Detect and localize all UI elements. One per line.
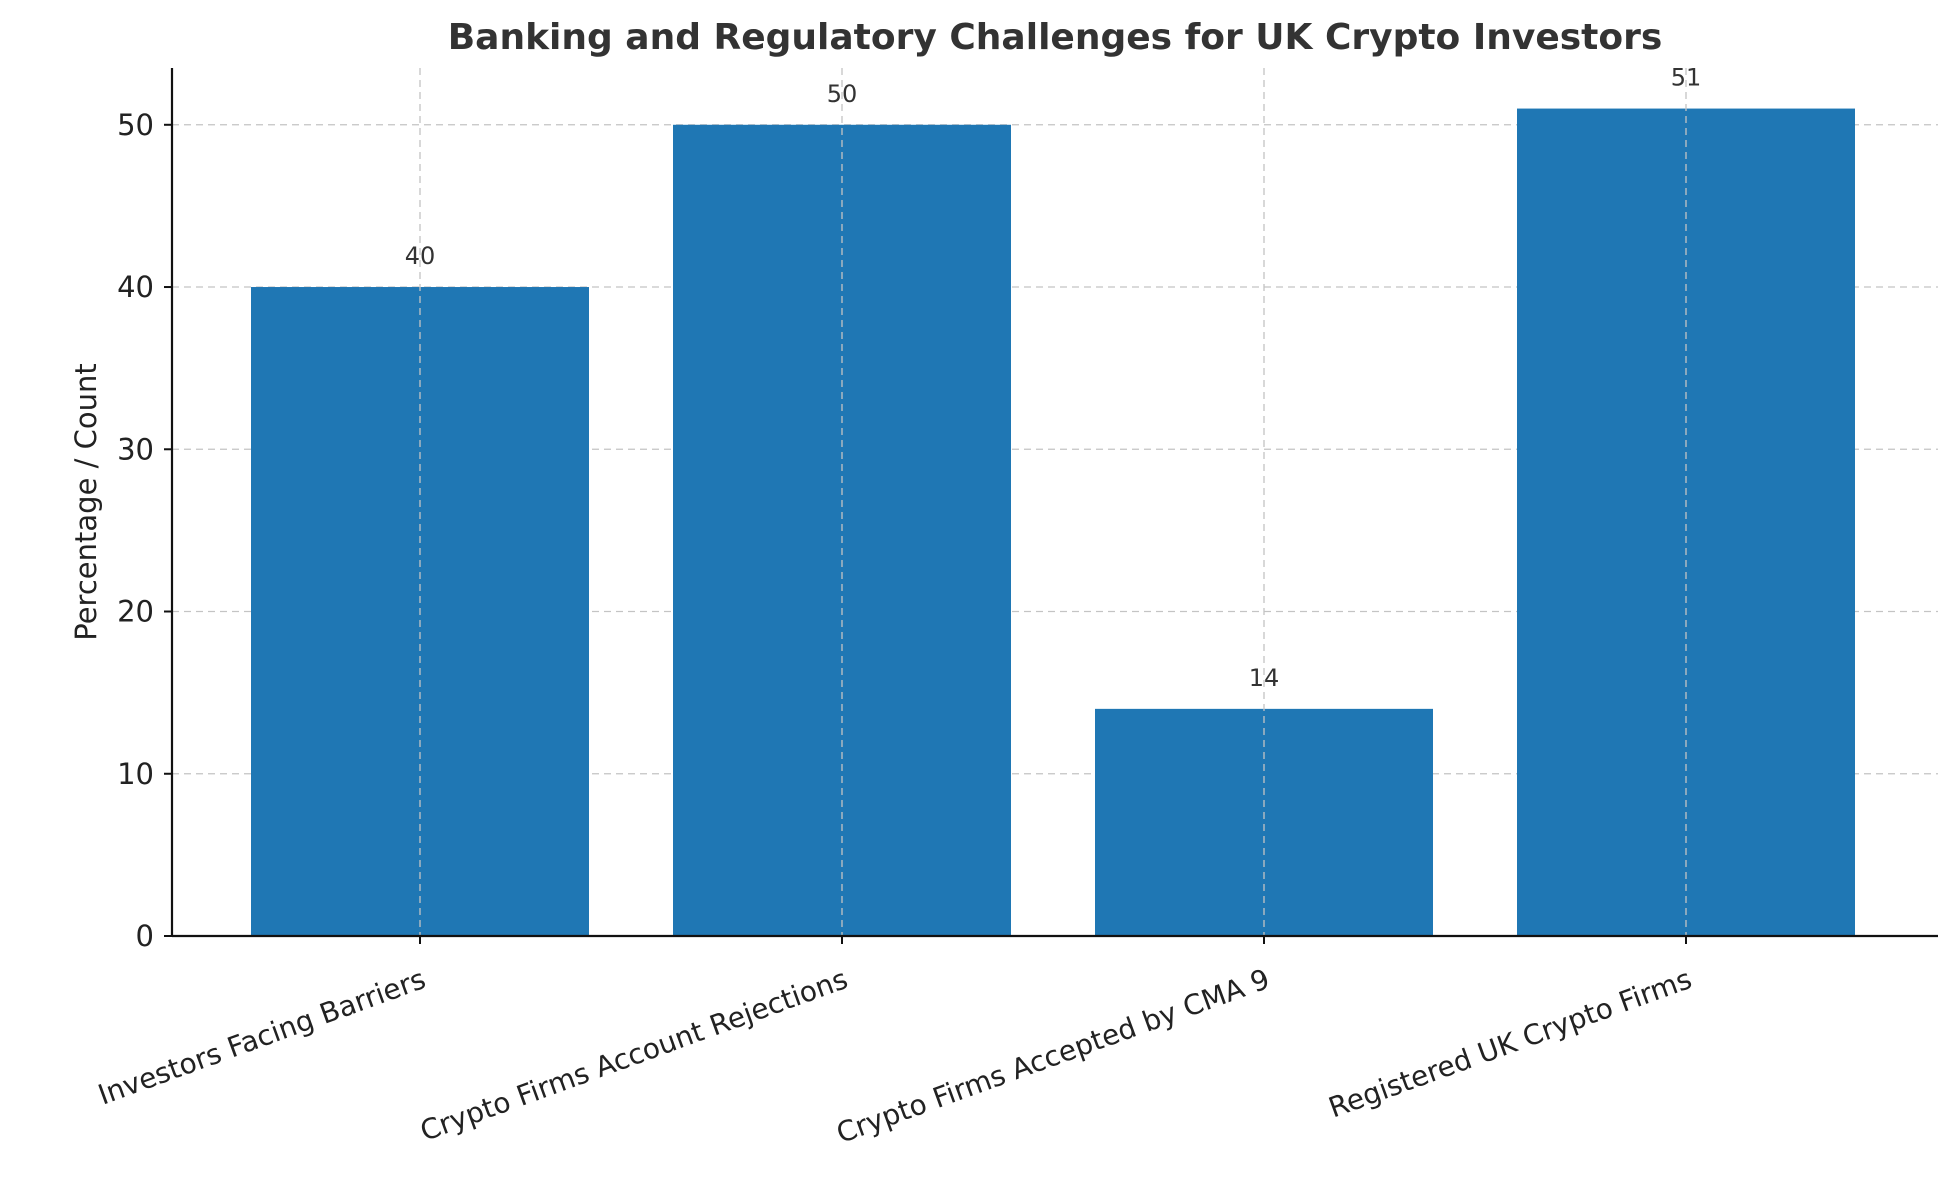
data-label: 40 — [405, 242, 436, 270]
axes-layer — [164, 68, 1938, 944]
y-tick-labels: 0 10 20 30 40 50 — [117, 108, 154, 953]
grid-x-layer — [419, 68, 1687, 936]
data-label: 51 — [1671, 64, 1702, 92]
data-label: 50 — [827, 80, 858, 108]
chart-title: Banking and Regulatory Challenges for UK… — [448, 17, 1663, 58]
data-labels: 40 50 14 51 — [405, 64, 1702, 692]
data-label: 14 — [1249, 664, 1280, 692]
x-tick-label: Crypto Firms Account Rejections — [416, 962, 852, 1148]
y-tick-label: 20 — [117, 595, 154, 629]
bars-layer — [251, 108, 1855, 937]
y-axis-label: Percentage / Count — [69, 363, 103, 640]
y-tick-label: 0 — [136, 919, 154, 953]
y-tick-label: 50 — [117, 108, 154, 142]
x-tick-label: Crypto Firms Accepted by CMA 9 — [832, 962, 1274, 1150]
x-tick-label: Registered UK Crypto Firms — [1324, 962, 1696, 1124]
x-tick-label: Investors Facing Barriers — [94, 962, 430, 1111]
y-tick-label: 10 — [117, 757, 154, 791]
y-tick-label: 40 — [117, 270, 154, 304]
y-tick-label: 30 — [117, 432, 154, 466]
bar — [1517, 108, 1855, 937]
